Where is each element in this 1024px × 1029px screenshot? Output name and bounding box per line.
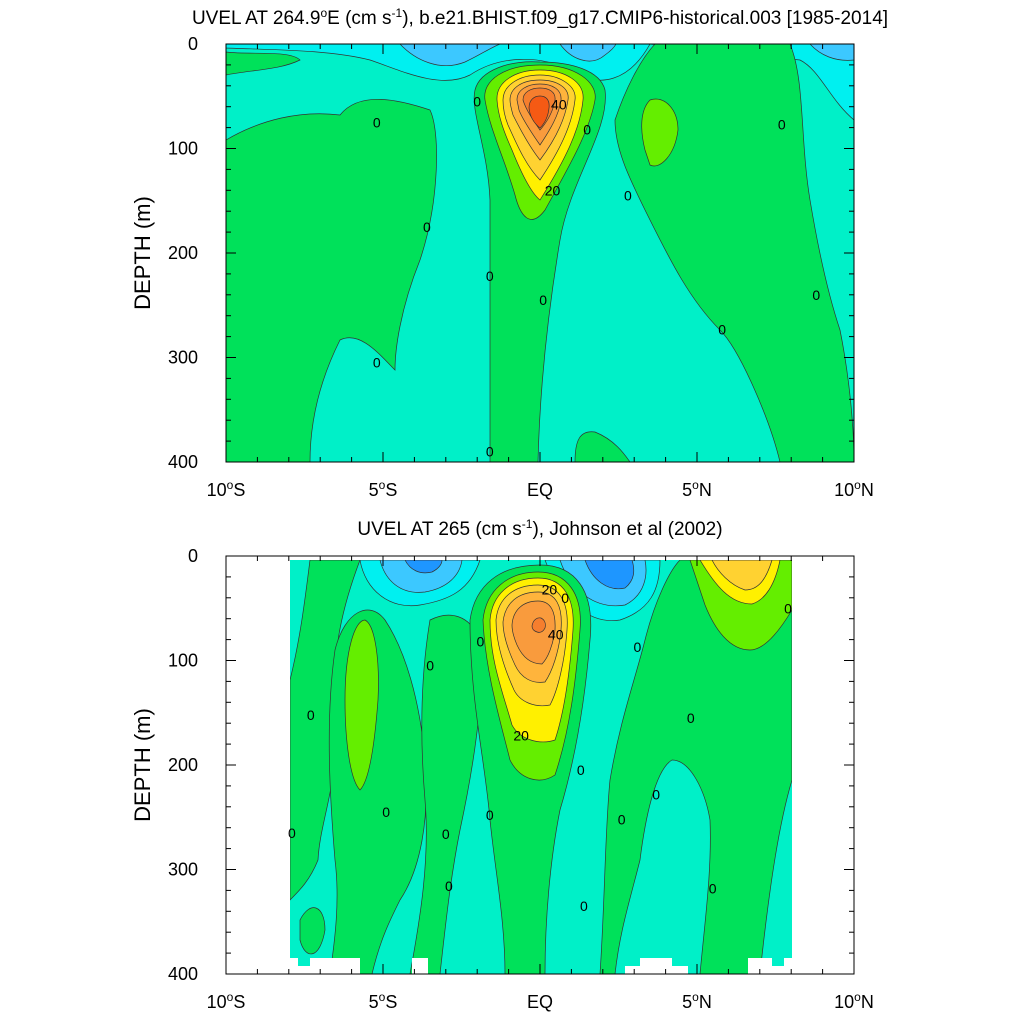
- field-westward-core-2: [559, 44, 617, 62]
- field-undercurrent-level-5: [511, 600, 556, 665]
- y-tick-label: 300: [168, 860, 198, 880]
- x-tick-label: 5oS: [369, 990, 398, 1012]
- contour-label: 0: [583, 122, 591, 138]
- field-undercurrent-level-6: [531, 617, 546, 633]
- field-westward-level-1: [379, 560, 463, 593]
- contour-label: 0: [624, 188, 632, 204]
- contour-label: 0: [473, 93, 481, 109]
- panel-top-contours: [226, 44, 854, 462]
- contour-label: 0: [778, 116, 786, 132]
- y-tick-label: 100: [168, 139, 198, 159]
- panel-bottom: UVEL AT 265 (cm s-1), Johnson et al (200…: [130, 517, 874, 1012]
- contour-label: 40: [551, 97, 567, 113]
- contour-label: 0: [812, 287, 820, 303]
- contour-label: 0: [718, 321, 726, 337]
- x-tick-label: 5oN: [682, 990, 712, 1012]
- contour-label: 0: [445, 878, 453, 894]
- field-west-level-1: [344, 619, 379, 791]
- contour-label: 0: [426, 658, 434, 674]
- contour-label: 0: [580, 898, 588, 914]
- x-tick-label: 10oS: [207, 478, 246, 500]
- panel-bottom-title: UVEL AT 265 (cm s-1), Johnson et al (200…: [357, 517, 722, 540]
- contour-label: 0: [618, 811, 626, 827]
- x-tick-label: 10oN: [834, 478, 874, 500]
- contour-label: 20: [545, 182, 561, 198]
- contour-label: 0: [539, 292, 547, 308]
- x-tick-label: EQ: [527, 992, 553, 1012]
- panel-top-title: UVEL AT 264.9oE (cm s-1), b.e21.BHIST.f0…: [192, 6, 888, 29]
- contour-label: 0: [486, 444, 494, 460]
- field-westward-core-1: [399, 44, 501, 66]
- field-west-bottom-eastward: [299, 907, 326, 955]
- contour-label: 0: [476, 634, 484, 650]
- contour-label: 40: [548, 626, 564, 642]
- contour-label: 0: [288, 825, 296, 841]
- field-westward-surface: [226, 44, 854, 121]
- x-tick-label: 5oS: [369, 478, 398, 500]
- contour-label: 0: [486, 268, 494, 284]
- contour-label: 0: [709, 880, 717, 896]
- x-tick-label: 5oN: [682, 478, 712, 500]
- field-undercurrent-level-7: [528, 95, 550, 129]
- field-east-level-3: [711, 560, 773, 591]
- field-central-bottom-eastward: [574, 431, 631, 462]
- field-westward-core-3: [809, 44, 854, 61]
- missing-data-mask: [290, 958, 792, 974]
- x-tick-label: 10oS: [207, 990, 246, 1012]
- field-east-level-1: [641, 98, 679, 167]
- contour-label: 0: [577, 762, 585, 778]
- contour-label: 0: [652, 786, 660, 802]
- y-tick-label: 400: [168, 452, 198, 472]
- contour-label: 0: [373, 114, 381, 130]
- panel-top-ylabel: DEPTH (m): [130, 196, 155, 310]
- contour-label: 0: [784, 600, 792, 616]
- contour-label: 0: [373, 355, 381, 371]
- field-west-surface-eastward: [226, 51, 301, 76]
- contour-label: 0: [633, 639, 641, 655]
- panel-bottom-contours: [290, 560, 792, 974]
- y-tick-label: 0: [188, 546, 198, 566]
- field-westward-level-2: [404, 560, 443, 574]
- x-tick-label: EQ: [527, 480, 553, 500]
- y-tick-label: 300: [168, 348, 198, 368]
- field-westward-level-2-east: [584, 560, 635, 590]
- y-tick-label: 100: [168, 651, 198, 671]
- field-west-eastward: [226, 98, 437, 462]
- y-tick-label: 0: [188, 34, 198, 54]
- panel-top-contour-labels: 0 0 0 0 0 0 0 0 0 0 0 0 40 20: [373, 93, 821, 459]
- contour-label: 0: [687, 710, 695, 726]
- contour-label: 0: [486, 807, 494, 823]
- contour-label: 0: [442, 826, 450, 842]
- field-east-eastward: [614, 44, 854, 462]
- y-tick-label: 400: [168, 964, 198, 984]
- contour-label: 20: [542, 581, 558, 597]
- field-undercurrent-core: [482, 571, 581, 781]
- field-undercurrent-core: [484, 64, 596, 220]
- contour-label: 0: [561, 590, 569, 606]
- panel-bottom-ylabel: DEPTH (m): [130, 708, 155, 822]
- contour-label: 0: [423, 219, 431, 235]
- panel-top: UVEL AT 264.9oE (cm s-1), b.e21.BHIST.f0…: [130, 6, 888, 500]
- field-east-eastward: [599, 560, 792, 974]
- y-tick-label: 200: [168, 243, 198, 263]
- contour-label: 20: [513, 728, 529, 744]
- x-tick-label: 10oN: [834, 990, 874, 1012]
- contour-label: 0: [382, 804, 390, 820]
- y-tick-label: 200: [168, 755, 198, 775]
- contour-label: 0: [307, 707, 315, 723]
